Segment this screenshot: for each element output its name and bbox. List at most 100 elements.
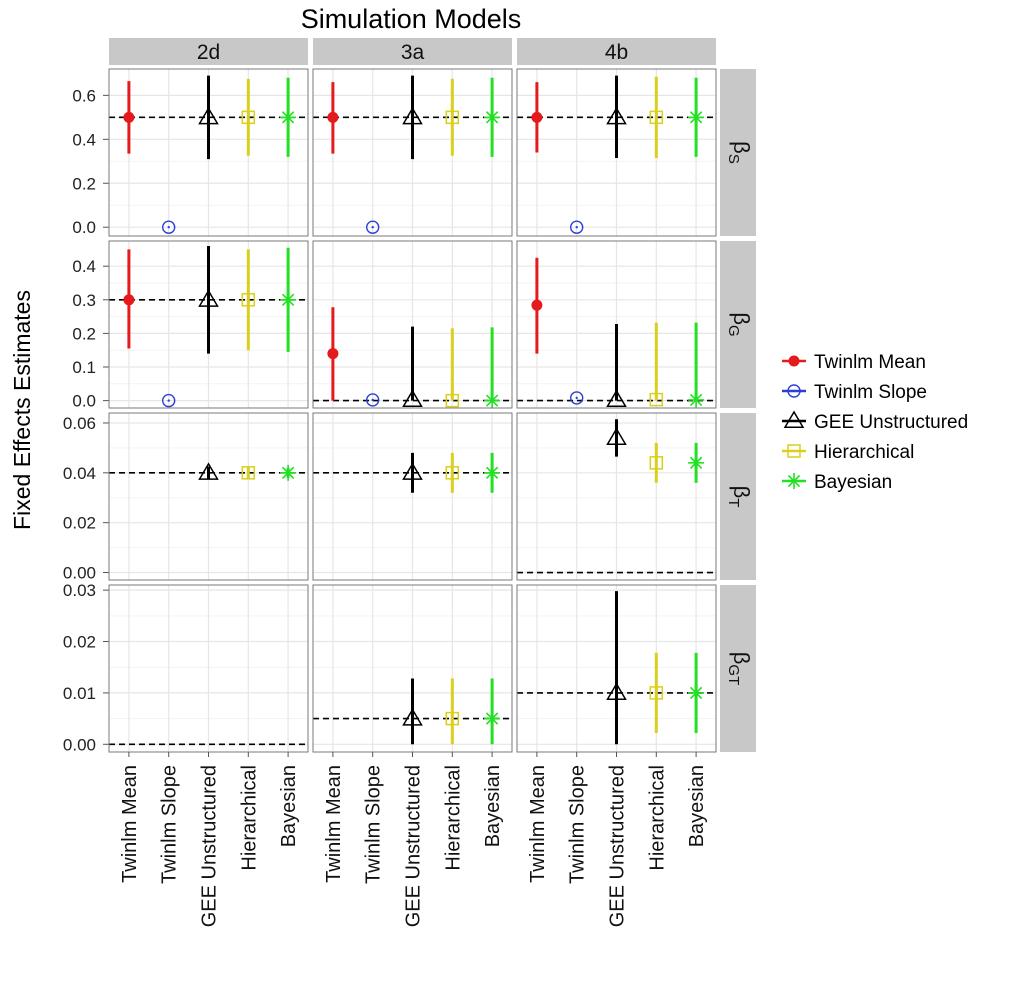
panel-3a-T [312, 412, 513, 581]
x-tick-label: GEE Unstructured [403, 765, 425, 927]
point-estimate [531, 111, 543, 123]
row-strip [720, 413, 756, 580]
point-estimate [649, 456, 664, 470]
marker-circle [327, 111, 339, 123]
marker-triangle [198, 462, 219, 480]
panel-border [312, 240, 513, 409]
point-estimate [280, 109, 297, 126]
legend-item: Twinlm Mean [782, 352, 926, 373]
panel-2d-GT [108, 584, 309, 753]
y-tick-label: 0.3 [72, 291, 96, 310]
y-tick-label: 0.4 [72, 257, 96, 276]
marker-dot [575, 396, 578, 400]
marker-triangle [783, 410, 805, 429]
point-estimate [280, 464, 297, 481]
row-strip-subscript: GT [725, 664, 742, 685]
y-tick-label: 0.0 [72, 218, 96, 237]
legend-key-marker [786, 473, 802, 489]
marker-square [445, 393, 460, 408]
point-estimate [606, 682, 627, 700]
marker-triangle [198, 289, 219, 307]
marker-triangle [606, 106, 627, 125]
point-estimate [445, 466, 460, 480]
marker-square [241, 293, 256, 307]
row-strip-greek: β [729, 141, 754, 154]
x-tick-label: Twinlm Slope [567, 765, 589, 884]
point-estimate [484, 392, 501, 409]
marker-open-circle [570, 391, 584, 405]
panel-border [516, 412, 717, 581]
chart-title: Simulation Models [301, 4, 522, 34]
point-estimate [198, 462, 219, 480]
x-tick-label: Bayesian [482, 765, 504, 847]
marker-dot [167, 399, 170, 402]
legend-label: Hierarchical [814, 442, 914, 463]
row-strip-greek: β [729, 652, 754, 665]
legend-label: Twinlm Slope [814, 382, 927, 403]
x-tick-label: Bayesian [278, 765, 300, 847]
row-strip-label: βT [725, 486, 754, 508]
point-estimate [402, 708, 423, 726]
legend-label: Bayesian [814, 472, 892, 493]
point-estimate [241, 293, 256, 307]
point-estimate [402, 106, 423, 125]
x-tick-label: Twinlm Slope [363, 765, 385, 884]
row-strip-subscript: S [725, 154, 742, 164]
panel-3a-S [312, 68, 513, 237]
marker-square [649, 110, 664, 125]
marker-dot [371, 398, 374, 402]
row-strip [720, 241, 756, 408]
marker-open-circle [570, 220, 584, 234]
panel-3a-G [312, 240, 513, 409]
y-tick-label: 0.02 [63, 514, 96, 533]
marker-triangle [606, 427, 627, 445]
marker-triangle [606, 682, 627, 700]
marker-circle [327, 348, 339, 360]
point-estimate [327, 348, 339, 360]
point-estimate [649, 110, 664, 125]
x-tick-label: Twinlm Mean [119, 765, 141, 883]
marker-dot [167, 226, 170, 229]
marker-circle [531, 299, 543, 311]
y-tick-label: 0.0 [72, 392, 96, 411]
point-estimate [198, 289, 219, 307]
x-tick-label: GEE Unstructured [199, 765, 221, 927]
point-estimate [570, 220, 584, 234]
marker-dot [792, 389, 796, 393]
marker-triangle [402, 462, 423, 480]
point-estimate [688, 454, 705, 471]
y-tick-label: 0.4 [72, 130, 96, 149]
point-estimate [161, 393, 176, 408]
row-strip-label: βG [725, 312, 754, 336]
marker-square [649, 686, 664, 700]
row-strip-label: βGT [725, 652, 754, 686]
point-estimate [688, 684, 705, 701]
legend-label: GEE Unstructured [814, 412, 968, 433]
x-tick-label: Hierarchical [238, 765, 260, 871]
x-tick-label: Hierarchical [442, 765, 464, 871]
point-estimate [649, 686, 664, 700]
point-estimate [570, 391, 584, 405]
marker-open-circle [161, 393, 176, 408]
point-estimate [241, 466, 256, 480]
column-strip-label: 4b [605, 41, 628, 64]
marker-square [445, 110, 460, 125]
marker-square [445, 466, 460, 480]
y-tick-label: 0.2 [72, 174, 96, 193]
panel-border [108, 68, 309, 237]
legend-key-marker [783, 410, 805, 429]
point-estimate [445, 110, 460, 125]
marker-circle [123, 294, 135, 306]
column-strip-label: 3a [401, 41, 425, 64]
panel-border [516, 240, 717, 409]
row-strip-label: βS [725, 141, 754, 164]
legend-key-marker [788, 355, 800, 367]
marker-triangle [402, 708, 423, 726]
row-strip [720, 69, 756, 236]
legend-item: GEE Unstructured [782, 410, 968, 433]
point-estimate [606, 427, 627, 445]
panel-2d-T [108, 412, 309, 581]
point-estimate [123, 111, 135, 123]
row-strip-subscript: G [725, 325, 742, 337]
panel-3a-GT [312, 584, 513, 753]
